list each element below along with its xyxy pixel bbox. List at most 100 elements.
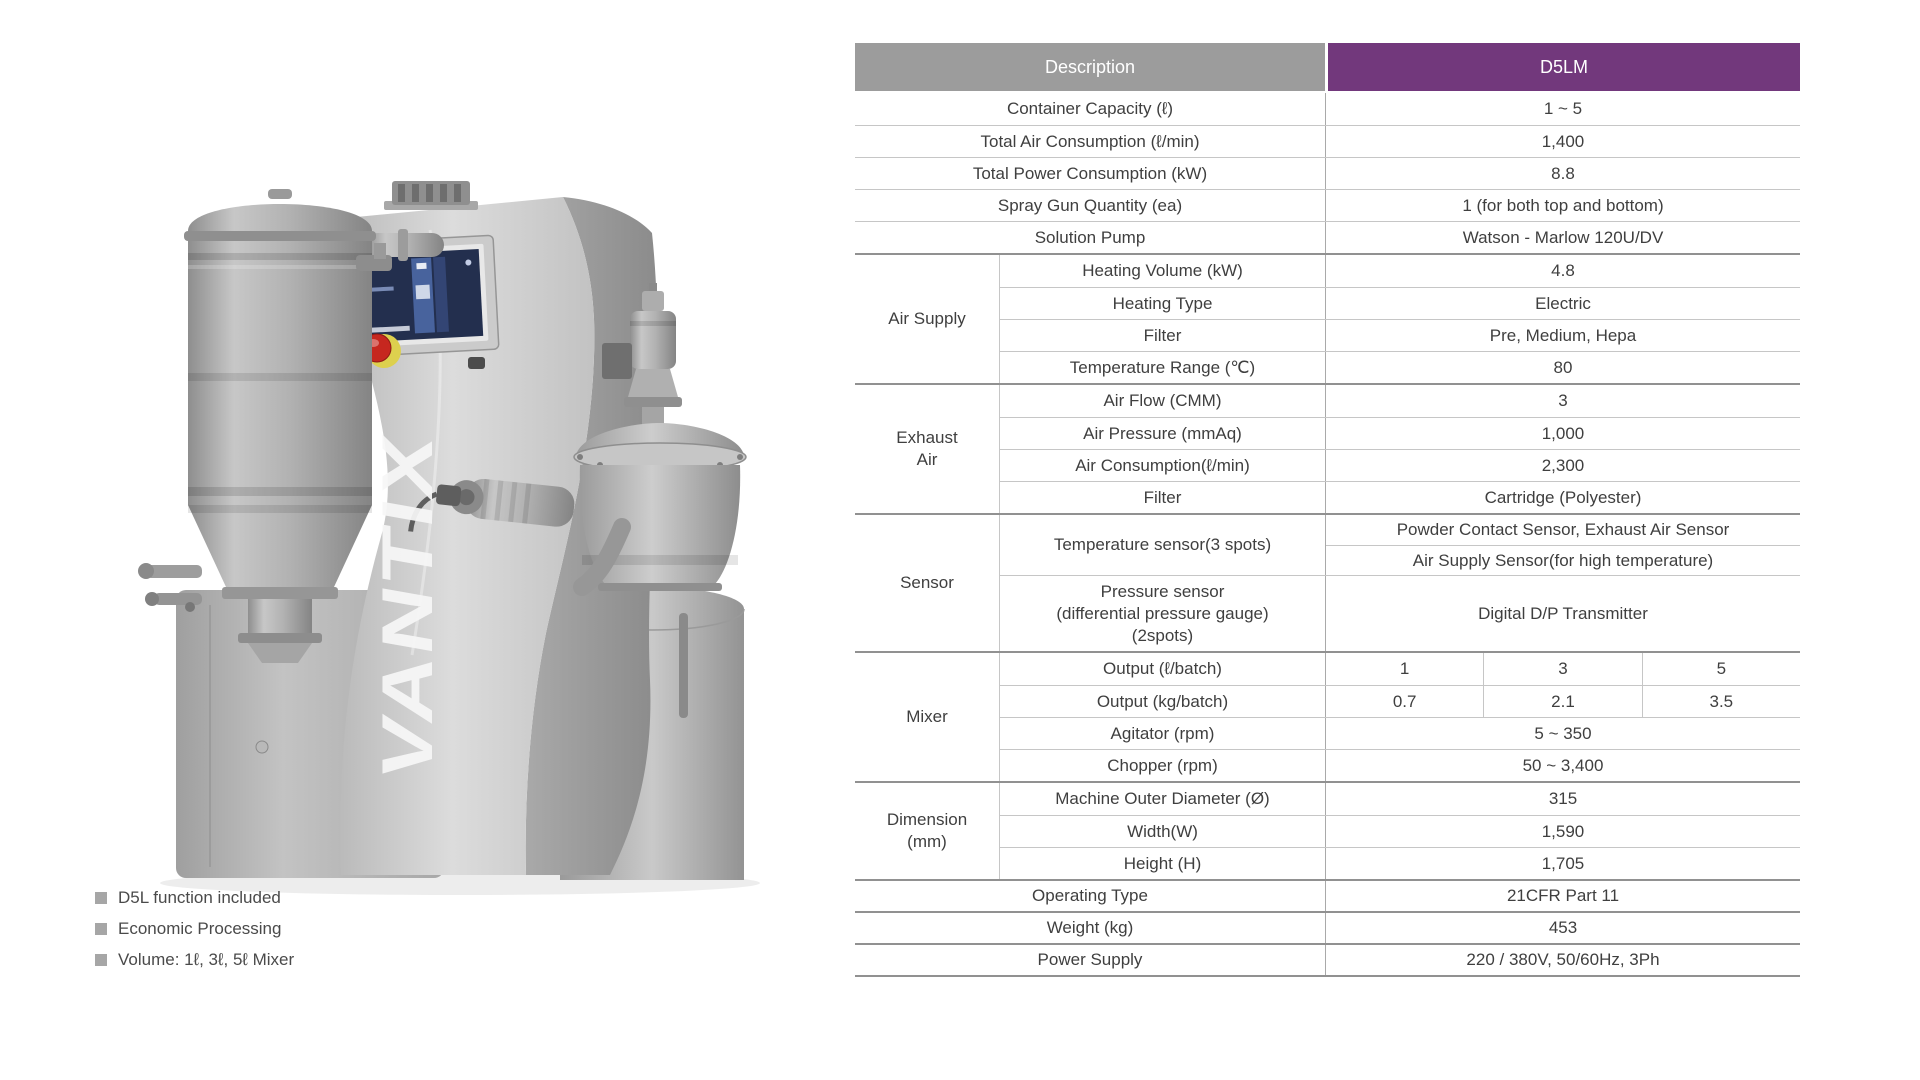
section-rows: Machine Outer Diameter (Ø) 315 Width(W) 1,5…: [1000, 783, 1800, 879]
row-value: 5 ~ 350: [1325, 718, 1800, 749]
row-value: 220 / 380V, 50/60Hz, 3Ph: [1325, 945, 1800, 975]
table-row: Agitator (rpm) 5 ~ 350: [1000, 717, 1800, 749]
feature-text: Economic Processing: [118, 918, 282, 938]
table-row: Solution Pump Watson - Marlow 120U/DV: [855, 221, 1800, 253]
table-section: Dimension (mm) Machine Outer Diameter (Ø)…: [855, 781, 1800, 879]
row-value: 315: [1325, 783, 1800, 815]
row-label: Total Power Consumption (kW): [972, 163, 1208, 183]
row-label: Agitator (rpm): [1110, 723, 1215, 743]
row-label: Container Capacity (ℓ): [1006, 99, 1174, 118]
row-value: 8.8: [1325, 158, 1800, 189]
row-value: Cartridge (Polyester): [1325, 482, 1800, 513]
feature-text: D5L function included: [118, 887, 281, 907]
row-label: Spray Gun Quantity (ea): [997, 195, 1183, 215]
row-value: 3.5: [1641, 686, 1800, 717]
row-label: Air Pressure (mmAq): [1083, 423, 1242, 443]
bullet-square-icon: [95, 922, 107, 935]
row-label: Solution Pump: [1034, 227, 1146, 247]
feature-text: Volume: 1ℓ, 3ℓ, 5ℓ Mixer: [118, 949, 295, 969]
row-label: Height (H): [1123, 853, 1202, 873]
table-row: Pressure sensor (differential pressure g…: [1000, 575, 1800, 651]
product-photo: VANTIX: [130, 135, 770, 905]
table-row: Width(W) 1,590: [1000, 815, 1800, 847]
row-label: Chopper (rpm): [1107, 755, 1218, 775]
row-value: 4.8: [1325, 255, 1800, 287]
table-row: Weight (kg) 453: [855, 911, 1800, 943]
row-value: 2.1: [1483, 686, 1641, 717]
row-value: 1,000: [1325, 418, 1800, 449]
table-row: Power Supply 220 / 380V, 50/60Hz, 3Ph: [855, 943, 1800, 975]
row-label: Weight (kg): [1046, 918, 1134, 937]
bullet-square-icon: [95, 891, 107, 904]
table-body: Container Capacity (ℓ) 1 ~ 5 Total Air Con…: [855, 93, 1800, 975]
header-model-cell: D5LM: [1325, 43, 1800, 91]
row-value: Digital D/P Transmitter: [1325, 576, 1800, 651]
mixer-vessel: [573, 283, 747, 596]
row-value: Air Supply Sensor(for high temperature): [1326, 545, 1800, 575]
feature-item: Economic Processing: [95, 913, 294, 944]
table-row: Machine Outer Diameter (Ø) 315: [1000, 783, 1800, 815]
row-value: Powder Contact Sensor, Exhaust Air Senso…: [1396, 520, 1730, 539]
row-value: 1,590: [1325, 816, 1800, 847]
row-value: 1,400: [1325, 126, 1800, 157]
row-value: 80: [1325, 352, 1800, 383]
table-row: Air Consumption(ℓ/min) 2,300: [1000, 449, 1800, 481]
row-value: 1,705: [1325, 848, 1800, 879]
table-section: Mixer Output (ℓ/batch) 1 3 5 Output (kg/batch…: [855, 651, 1800, 781]
table-row: Heating Type Electric: [1000, 287, 1800, 319]
section-category: Air Supply: [855, 255, 1000, 383]
table-row: Chopper (rpm) 50 ~ 3,400: [1000, 749, 1800, 781]
row-label: Output (kg/batch): [1096, 691, 1229, 711]
bullet-square-icon: [95, 953, 107, 966]
table-row: Total Air Consumption (ℓ/min) 1,400: [855, 125, 1800, 157]
spec-table: Description D5LM Container Capacity (ℓ) 1…: [855, 43, 1800, 977]
table-row: Output (kg/batch) 0.7 2.1 3.5: [1000, 685, 1800, 717]
section-rows: Output (ℓ/batch) 1 3 5 Output (kg/batch) 0.7 2…: [1000, 653, 1800, 781]
row-label: Heating Volume (kW): [1082, 261, 1243, 280]
row-value: 5: [1641, 653, 1800, 685]
table-row: Total Power Consumption (kW) 8.8: [855, 157, 1800, 189]
header-description-cell: Description: [855, 43, 1325, 91]
row-label: Temperature sensor(3 spots): [1053, 535, 1272, 554]
section-rows: Heating Volume (kW) 4.8 Heating Type Electr…: [1000, 255, 1800, 383]
row-label: Temperature Range (℃): [1069, 357, 1256, 377]
chopper-motor: [408, 478, 575, 532]
row-value: 1 ~ 5: [1325, 93, 1800, 125]
row-value: 50 ~ 3,400: [1325, 750, 1800, 781]
row-label: Operating Type: [1032, 886, 1148, 905]
table-section: Air Supply Heating Volume (kW) 4.8 Heating …: [855, 253, 1800, 383]
row-label: Air Consumption(ℓ/min): [1075, 455, 1250, 475]
machine-illustration: VANTIX: [138, 181, 760, 895]
row-label: Air Flow (CMM): [1103, 391, 1222, 410]
row-value: 453: [1325, 913, 1800, 943]
table-section: Exhaust Air Air Flow (CMM) 3 Air Pressure (…: [855, 383, 1800, 513]
table-row: Air Flow (CMM) 3: [1000, 385, 1800, 417]
row-value: 1 (for both top and bottom): [1325, 190, 1800, 221]
table-header: Description D5LM: [855, 43, 1800, 91]
section-rows: Temperature sensor(3 spots) Powder Contac…: [1000, 515, 1800, 651]
section-category: Mixer: [855, 653, 1000, 781]
vent-cap-icon: [384, 181, 478, 210]
table-row: Temperature sensor(3 spots) Powder Contac…: [1000, 515, 1800, 575]
feature-item: Volume: 1ℓ, 3ℓ, 5ℓ Mixer: [95, 944, 294, 975]
row-value-group: Powder Contact Sensor, Exhaust Air Senso…: [1325, 515, 1800, 575]
row-label: Heating Type: [1112, 293, 1213, 313]
section-category: Exhaust Air: [855, 385, 1000, 513]
table-row: Filter Cartridge (Polyester): [1000, 481, 1800, 513]
row-label: Output (ℓ/batch): [1103, 659, 1222, 678]
row-label: Filter: [1143, 487, 1182, 507]
row-value: 0.7: [1392, 691, 1417, 711]
section-rows: Air Flow (CMM) 3 Air Pressure (mmAq) 1,000 A…: [1000, 385, 1800, 513]
table-row: Air Pressure (mmAq) 1,000: [1000, 417, 1800, 449]
row-value: 3: [1325, 385, 1800, 417]
row-value: 21CFR Part 11: [1325, 881, 1800, 911]
table-section: Sensor Temperature sensor(3 spots) Powder …: [855, 513, 1800, 651]
table-row: Container Capacity (ℓ) 1 ~ 5: [855, 93, 1800, 125]
row-value-group: 0.7 2.1 3.5: [1325, 686, 1800, 717]
feature-list: D5L function included Economic Processin…: [95, 882, 294, 975]
section-category: Sensor: [855, 515, 1000, 651]
panel-latch: [468, 357, 485, 369]
row-value: Electric: [1325, 288, 1800, 319]
row-label: Width(W): [1127, 821, 1198, 841]
